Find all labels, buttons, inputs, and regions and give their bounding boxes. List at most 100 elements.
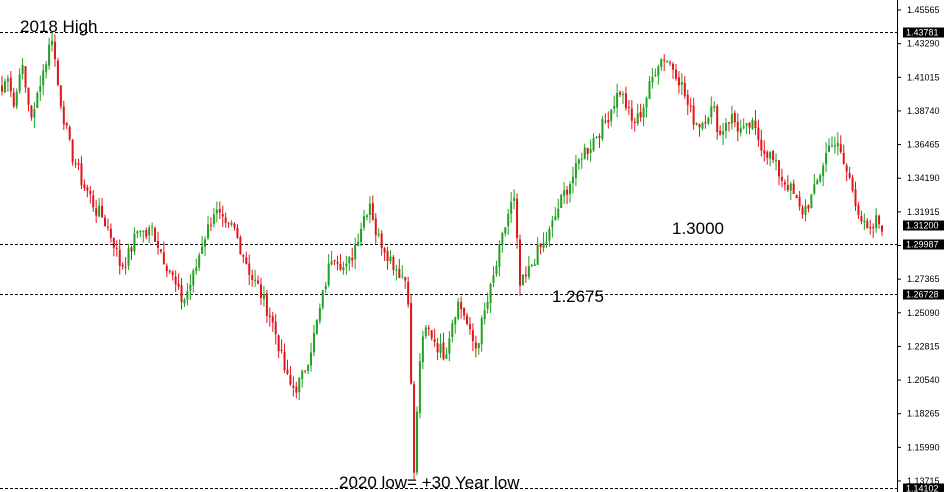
candle-body-down — [277, 335, 280, 352]
candle-body-up — [327, 263, 330, 286]
candle-body-up — [45, 64, 48, 72]
candle-body-up — [769, 152, 772, 159]
candle-body-down — [460, 302, 463, 310]
candle-body-up — [321, 290, 324, 308]
candle-body-down — [430, 330, 433, 339]
candle-body-up — [742, 126, 745, 128]
candle-body-up — [418, 361, 421, 414]
candle-body-up — [186, 291, 189, 300]
candle-body-up — [521, 274, 524, 286]
candle-body-down — [295, 386, 298, 393]
candle-body-down — [672, 63, 675, 70]
candle-body-down — [763, 150, 766, 154]
candle-body-down — [171, 271, 174, 276]
candle-body-up — [312, 333, 315, 353]
candle-body-down — [795, 194, 798, 199]
candle-body-up — [98, 205, 101, 217]
candle-body-down — [209, 224, 212, 226]
y-tick-label: 1.41015 — [907, 72, 940, 82]
candle-body-up — [551, 220, 554, 228]
candle-body-down — [257, 280, 260, 284]
candle-body-up — [548, 228, 551, 241]
candle-body-down — [772, 151, 775, 160]
candle-body-up — [389, 256, 392, 262]
candle-body-up — [324, 285, 327, 289]
candle-body-up — [42, 70, 45, 86]
candle-body-down — [848, 173, 851, 178]
y-tick-label: 1.25090 — [907, 308, 940, 318]
candle-body-up — [33, 109, 36, 118]
candle-body-down — [268, 315, 271, 317]
candle-body-up — [136, 231, 139, 234]
candle-body-up — [477, 343, 480, 349]
candle-body-down — [798, 196, 801, 207]
candle-body-down — [62, 106, 65, 125]
candle-body-down — [224, 217, 227, 223]
candle-body-down — [801, 207, 804, 215]
level-tag — [903, 27, 944, 38]
candle-body-down — [539, 243, 542, 248]
candle-body-down — [807, 205, 810, 209]
candle-body-up — [822, 165, 825, 177]
candle-body-down — [165, 265, 168, 272]
candle-body-up — [192, 270, 195, 286]
candle-body-up — [454, 317, 457, 325]
candle-body-up — [816, 180, 819, 185]
annotation-2020-low: 2020 low= +30 Year low — [339, 473, 520, 492]
annotation-2018-high: 2018 High — [20, 17, 98, 36]
candle-body-up — [569, 184, 572, 194]
candle-body-down — [24, 66, 27, 88]
candle-body-up — [504, 227, 507, 234]
candle-body-up — [725, 123, 728, 131]
candle-body-down — [380, 233, 383, 248]
candle-body-down — [121, 264, 124, 267]
candle-body-up — [863, 220, 866, 223]
candle-body-up — [345, 263, 348, 267]
candle-body-down — [466, 315, 469, 324]
y-tick-label: 1.27365 — [907, 274, 940, 284]
candle-body-up — [730, 114, 733, 124]
candle-body-down — [633, 121, 636, 123]
candle-body-down — [83, 184, 86, 189]
candle-body-down — [630, 108, 633, 121]
candle-body-down — [177, 283, 180, 287]
candle-body-down — [156, 241, 159, 248]
candle-body-up — [819, 175, 822, 182]
candle-body-down — [845, 165, 848, 172]
candle-body-up — [330, 261, 333, 265]
y-tick-label: 1.38740 — [907, 106, 940, 116]
candle-body-up — [654, 74, 657, 77]
candle-body-down — [766, 152, 769, 158]
candle-body-up — [536, 244, 539, 265]
candle-body-down — [869, 227, 872, 229]
candle-body-down — [124, 266, 127, 268]
candle-body-up — [825, 153, 828, 165]
candle-body-up — [198, 255, 201, 268]
candle-body-up — [804, 205, 807, 215]
candle-body-up — [215, 209, 218, 214]
candle-body-down — [74, 163, 77, 165]
candle-body-down — [221, 214, 224, 217]
candle-body-up — [642, 107, 645, 118]
candle-body-down — [280, 349, 283, 351]
candle-body-down — [878, 215, 881, 224]
candle-body-down — [339, 263, 342, 270]
candle-body-down — [218, 208, 221, 213]
candle-body-up — [139, 231, 142, 233]
candle-body-down — [407, 281, 410, 305]
candle-body-up — [495, 265, 498, 275]
candle-body-down — [566, 189, 569, 195]
candle-body-down — [265, 293, 268, 316]
candle-body-down — [239, 237, 242, 255]
candle-body-up — [701, 122, 704, 129]
candle-body-up — [310, 352, 313, 366]
candle-body-up — [183, 299, 186, 304]
candle-body-down — [627, 107, 630, 109]
current-price-tag — [903, 220, 944, 231]
candle-body-down — [392, 256, 395, 271]
candle-body-down — [333, 260, 336, 262]
candle-body-down — [86, 187, 89, 191]
level-tag-label: 1.29987 — [906, 240, 939, 250]
candle-body-up — [527, 266, 530, 277]
candle-body-down — [780, 176, 783, 181]
